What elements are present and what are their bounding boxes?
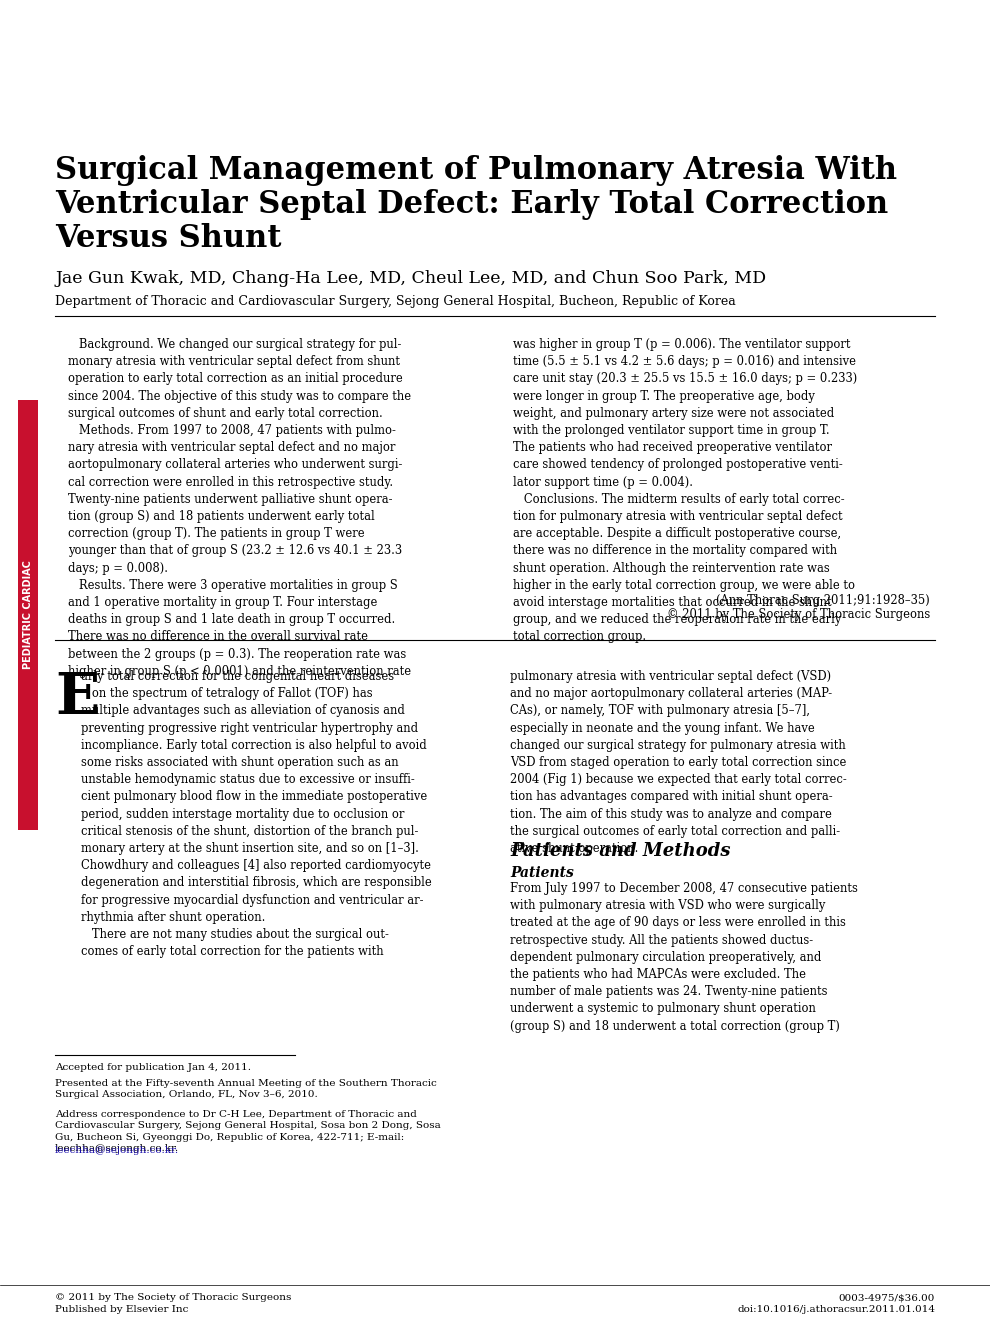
Text: leechha@sejongh.co.kr.: leechha@sejongh.co.kr. <box>55 1146 179 1155</box>
Text: Patients and Methods: Patients and Methods <box>510 842 731 861</box>
Text: (Ann Thorac Surg 2011;91:1928–35): (Ann Thorac Surg 2011;91:1928–35) <box>716 594 930 607</box>
Text: Background. We changed our surgical strategy for pul-
monary atresia with ventri: Background. We changed our surgical stra… <box>68 338 411 677</box>
Text: Address correspondence to Dr C-H Lee, Department of Thoracic and
Cardiovascular : Address correspondence to Dr C-H Lee, De… <box>55 1110 441 1154</box>
Text: arly total correction for the congenital heart diseases
   on the spectrum of te: arly total correction for the congenital… <box>81 671 432 958</box>
Text: Accepted for publication Jan 4, 2011.: Accepted for publication Jan 4, 2011. <box>55 1063 251 1072</box>
Text: pulmonary atresia with ventricular septal defect (VSD)
and no major aortopulmona: pulmonary atresia with ventricular septa… <box>510 671 846 855</box>
Text: Presented at the Fifty-seventh Annual Meeting of the Southern Thoracic
Surgical : Presented at the Fifty-seventh Annual Me… <box>55 1078 437 1100</box>
Text: PEDIATRIC CARDIAC: PEDIATRIC CARDIAC <box>23 561 33 669</box>
Bar <box>18 400 38 830</box>
Text: Surgical Management of Pulmonary Atresia With: Surgical Management of Pulmonary Atresia… <box>55 154 897 186</box>
Text: 0003-4975/$36.00: 0003-4975/$36.00 <box>839 1294 935 1302</box>
Text: © 2011 by The Society of Thoracic Surgeons: © 2011 by The Society of Thoracic Surgeo… <box>666 609 930 620</box>
Text: Versus Shunt: Versus Shunt <box>55 223 281 253</box>
Text: was higher in group T (p = 0.006). The ventilator support
time (5.5 ± 5.1 vs 4.2: was higher in group T (p = 0.006). The v… <box>513 338 857 643</box>
Text: © 2011 by The Society of Thoracic Surgeons
Published by Elsevier Inc: © 2011 by The Society of Thoracic Surgeo… <box>55 1294 291 1313</box>
Text: E: E <box>55 671 99 726</box>
Text: Department of Thoracic and Cardiovascular Surgery, Sejong General Hospital, Buch: Department of Thoracic and Cardiovascula… <box>55 294 736 308</box>
Text: Patients: Patients <box>510 866 574 880</box>
Text: Jae Gun Kwak, MD, Chang-Ha Lee, MD, Cheul Lee, MD, and Chun Soo Park, MD: Jae Gun Kwak, MD, Chang-Ha Lee, MD, Cheu… <box>55 271 766 286</box>
Text: doi:10.1016/j.athoracsur.2011.01.014: doi:10.1016/j.athoracsur.2011.01.014 <box>737 1305 935 1313</box>
Text: Ventricular Septal Defect: Early Total Correction: Ventricular Septal Defect: Early Total C… <box>55 189 888 220</box>
Text: From July 1997 to December 2008, 47 consecutive patients
with pulmonary atresia : From July 1997 to December 2008, 47 cons… <box>510 882 858 1032</box>
